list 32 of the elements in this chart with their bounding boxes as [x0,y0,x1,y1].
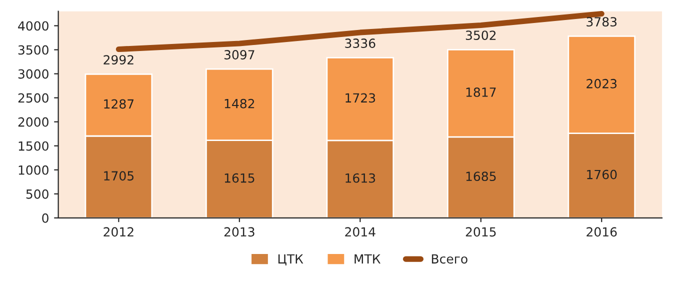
legend-label: МТК [354,254,380,264]
y-tick-label: 2000 [18,117,48,127]
total-label: 3097 [224,50,254,60]
data-label: 1613 [346,173,376,183]
total-label: 2992 [104,55,134,65]
y-tick-label: 4000 [18,21,48,31]
y-tick-label: 1500 [18,141,48,151]
y-tick-label: 3000 [18,69,48,79]
total-label: 3336 [345,38,376,48]
x-tick-label: 2013 [224,227,254,237]
data-label: 1705 [104,171,134,181]
legend-label: ЦТК [278,254,304,266]
data-label: 1760 [587,170,617,180]
data-label: 2023 [586,78,617,88]
x-tick-label: 2012 [104,227,134,237]
y-tick-label: 2500 [18,93,48,103]
total-label: 3783 [586,17,617,27]
data-label: 1482 [224,98,254,108]
x-tick-label: 2016 [586,227,617,237]
data-label: 1685 [466,172,496,182]
x-tick-label: 2015 [466,227,496,237]
y-tick-label: 500 [26,189,48,199]
y-tick-label: 1000 [18,165,48,175]
legend-label: Всего [432,254,468,264]
data-label: 1615 [224,173,254,183]
y-tick-label: 3500 [18,45,48,55]
data-label: 1287 [104,99,134,109]
y-tick-label: 0 [42,213,48,223]
data-label: 1817 [466,87,496,97]
x-tick-label: 2014 [345,227,376,237]
data-label: 1723 [346,93,376,103]
total-label: 3502 [466,30,496,40]
